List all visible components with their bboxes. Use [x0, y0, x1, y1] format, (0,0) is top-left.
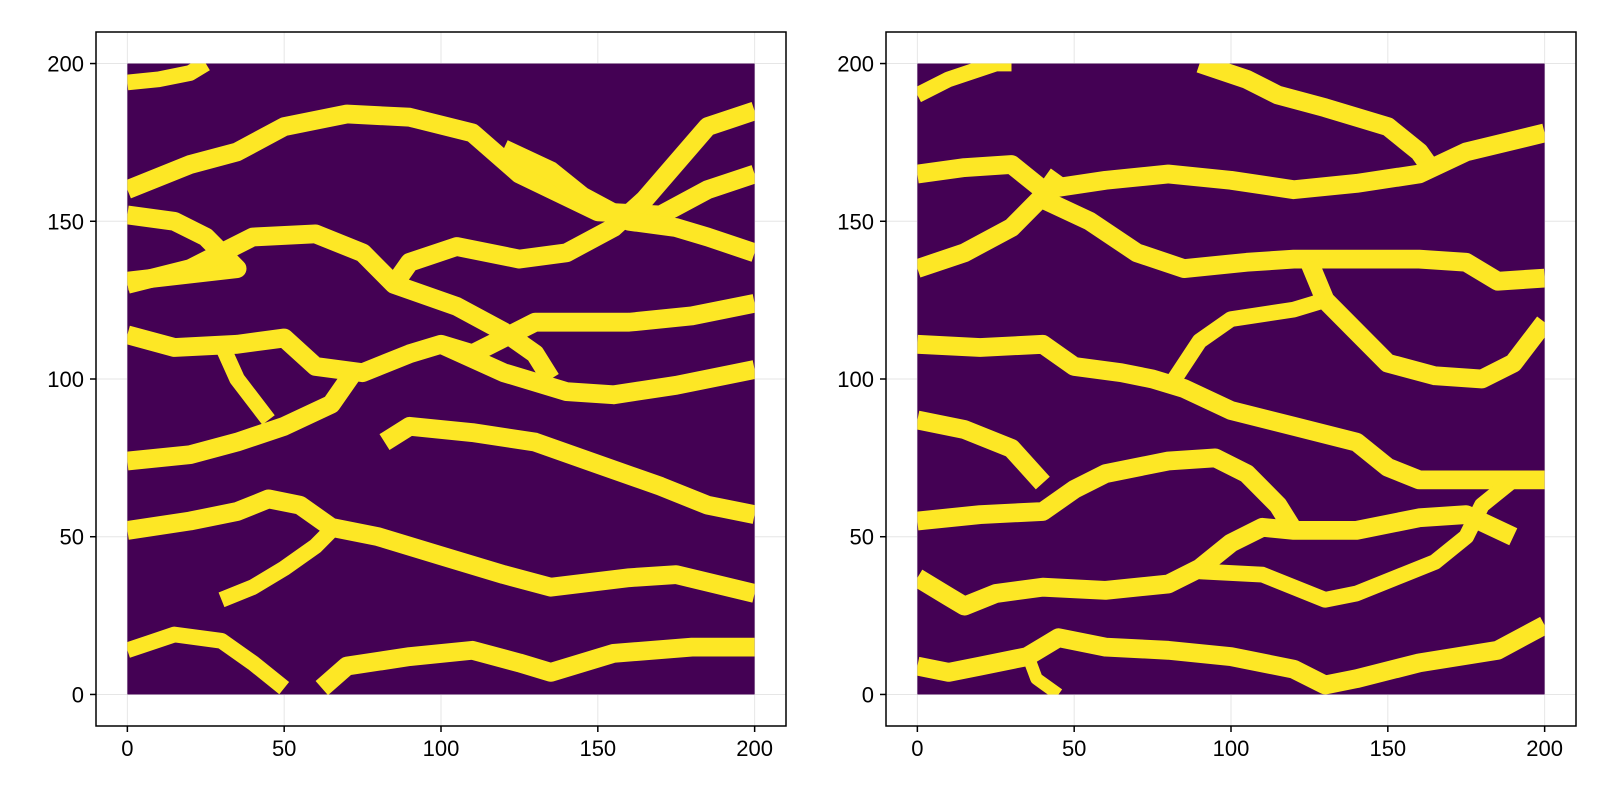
x-tick-label: 200: [1526, 736, 1563, 761]
heatmap-panel-right: 0 50 100 150 200 0 50 100 150 200: [837, 31, 1577, 761]
channel-9: [917, 410, 1050, 490]
y-tick-label: 0: [862, 682, 874, 707]
channel-6: [1300, 258, 1545, 389]
x-tick-label: 150: [579, 736, 616, 761]
channel-11: [379, 416, 755, 524]
x-tick-label: 100: [423, 736, 460, 761]
channel-6: [499, 140, 755, 262]
channel-7: [127, 294, 755, 383]
y-tick-label: 150: [47, 209, 84, 234]
channel-12: [1199, 473, 1519, 608]
y-tick-label: 200: [837, 52, 874, 77]
channel-3: [917, 123, 1545, 200]
heatmap-panel-left: 0 50 100 150 200 0 50 100 150 200: [47, 31, 787, 761]
channel-13: [218, 524, 337, 608]
channel-12: [127, 489, 755, 603]
channel-15: [315, 637, 755, 695]
x-tick-label: 150: [1369, 736, 1406, 761]
channel-11: [917, 505, 1518, 616]
y-tick-label: 100: [47, 367, 84, 392]
x-tick-label: 200: [736, 736, 773, 761]
channel-13: [917, 616, 1545, 695]
channel-7: [917, 334, 1545, 490]
y-tick-label: 50: [850, 525, 874, 550]
channel-10: [917, 448, 1302, 536]
x-tick-label: 0: [121, 736, 133, 761]
channel-1: [917, 63, 1012, 103]
x-tick-label: 50: [272, 736, 296, 761]
x-tick-label: 50: [1062, 736, 1086, 761]
channel-4: [917, 168, 1067, 278]
y-tick-label: 150: [837, 209, 874, 234]
y-tick-label: 100: [837, 367, 874, 392]
y-tick-label: 0: [72, 682, 84, 707]
channel-9: [127, 367, 361, 471]
x-tick-label: 100: [1213, 736, 1250, 761]
x-tick-label: 0: [911, 736, 923, 761]
channel-14: [127, 626, 290, 695]
channel-group: [917, 63, 1545, 695]
channel-2: [1196, 63, 1443, 180]
y-tick-label: 200: [47, 52, 84, 77]
channel-10: [214, 341, 275, 425]
channel-8: [1161, 292, 1328, 393]
channel-5: [1038, 190, 1545, 291]
channel-group: [127, 63, 755, 695]
channel-8: [437, 335, 755, 405]
channel-4: [127, 224, 559, 384]
channel-5: [386, 101, 755, 290]
channel-1: [127, 63, 210, 91]
channel-14: [1021, 651, 1063, 695]
y-tick-label: 50: [60, 525, 84, 550]
channel-2: [127, 104, 755, 225]
